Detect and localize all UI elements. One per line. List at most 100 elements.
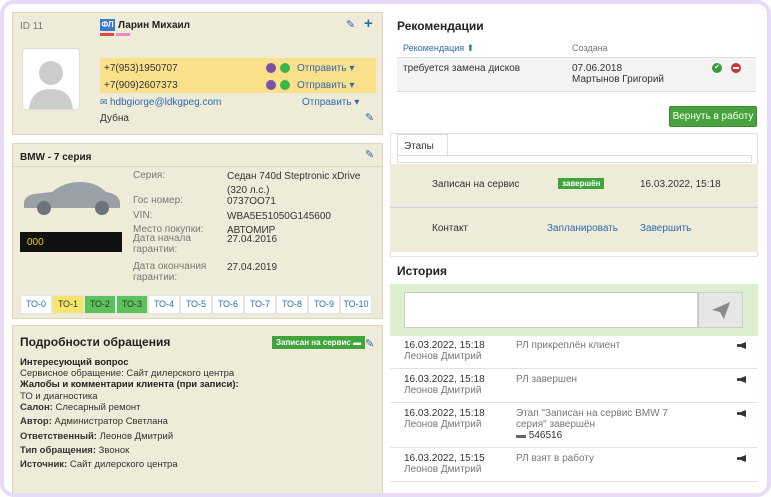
to-button[interactable]: ТО-1 <box>52 295 84 314</box>
recommendations-title: Рекомендации <box>397 19 484 33</box>
client-name[interactable]: Ларин Михаил <box>118 20 191 31</box>
field-label: VIN: <box>133 210 153 221</box>
to-button[interactable]: ТО-0 <box>20 295 52 314</box>
flag <box>100 33 114 36</box>
detail-row: Источник: Сайт дилерского центра <box>20 459 178 470</box>
car-card <box>12 143 383 319</box>
detail-value: Сайт дилерского центра <box>69 459 178 471</box>
rec-text: требуется замена дисков <box>403 63 521 74</box>
extra-text: 546516 <box>528 430 563 441</box>
comment-icon: ▬ <box>516 430 526 441</box>
add-icon[interactable]: + <box>364 15 373 32</box>
to-button[interactable]: ТО-3 <box>116 295 148 314</box>
detail-label: Тип обращения: <box>20 444 96 456</box>
flag <box>116 33 130 36</box>
field-label: Место покупки: <box>133 224 204 235</box>
field-label: Дата окончания гарантии: <box>133 261 207 283</box>
email-icon: ✉ <box>100 97 108 107</box>
edit-icon[interactable]: ✎ <box>365 149 375 161</box>
detail-row: Тип обращения: Звонок <box>20 445 129 456</box>
history-user: Леонов Дмитрий <box>404 351 482 362</box>
field-label: Гос номер: <box>133 195 183 206</box>
separator <box>12 166 383 167</box>
to-button[interactable]: ТО-7 <box>244 295 276 314</box>
to-button[interactable]: ТО-9 <box>308 295 340 314</box>
reject-icon[interactable] <box>731 63 741 73</box>
to-button[interactable]: ТО-8 <box>276 295 308 314</box>
send-icon <box>712 302 730 319</box>
history-date: 16.03.2022, 15:18 <box>404 408 485 419</box>
send-label: Отправить <box>297 63 347 74</box>
history-icon <box>737 455 746 462</box>
send-label: Отправить <box>297 80 347 91</box>
return-button[interactable]: Вернуть в работу <box>669 106 757 127</box>
column-header[interactable]: Рекомендация ⬆ <box>403 43 475 53</box>
phone[interactable]: +7(909)2607373 <box>104 80 178 91</box>
separator <box>390 447 758 448</box>
city: Дубна <box>100 113 129 124</box>
email-send[interactable]: Отправить ▾ <box>302 97 360 108</box>
column-text: Рекомендация <box>403 43 465 53</box>
field-value: 0737ОО71 <box>227 196 276 207</box>
detail-value: Слесарный ремонт <box>55 402 141 413</box>
edit-icon[interactable]: ✎ <box>346 19 356 31</box>
field-value: 27.04.2016 <box>227 234 278 245</box>
email[interactable]: hdbgiorge@ldkgpeg.com <box>110 97 222 108</box>
field-value: АВТОМИР <box>227 225 276 236</box>
history-date: 16.03.2022, 15:18 <box>404 340 485 351</box>
detail-label: Источник: <box>20 459 68 471</box>
history-date: 16.03.2022, 15:15 <box>404 453 485 464</box>
detail-label: Ответственный: <box>20 430 97 442</box>
history-event: Этап "Записан на сервис BMW 7 серия" зав… <box>516 408 668 430</box>
to-button[interactable]: ТО-6 <box>212 295 244 314</box>
stages-tab[interactable]: Этапы <box>397 134 448 156</box>
to-button[interactable]: ТО-5 <box>180 295 212 314</box>
detail-value: Звонок <box>98 444 130 456</box>
history-icon <box>737 376 746 383</box>
phones-band <box>100 58 376 93</box>
column-header: Создана <box>572 43 608 53</box>
question: Сервисное обращение: Сайт дилерского цен… <box>20 368 235 379</box>
plan-link[interactable]: Запланировать <box>547 223 618 234</box>
history-event: РЛ взят в работу <box>516 453 594 464</box>
car-image <box>24 182 120 215</box>
to-button[interactable]: ТО-10 <box>340 295 372 314</box>
send-button[interactable] <box>698 292 743 328</box>
separator <box>390 368 758 369</box>
finish-link[interactable]: Завершить <box>640 223 692 234</box>
history-event: РЛ прикреплён клиент <box>516 340 621 351</box>
whatsapp-icon <box>280 80 290 90</box>
stage-date: 16.03.2022, 15:18 <box>640 179 721 190</box>
history-date: 16.03.2022, 15:18 <box>404 374 485 385</box>
history-title: История <box>397 264 448 278</box>
avatar-icon <box>29 61 73 109</box>
separator <box>390 207 758 208</box>
field-value: Седан 740d Steptronic xDrive (320 л.с.) <box>227 171 361 196</box>
question-title: Интересующий вопрос <box>20 357 129 368</box>
phone[interactable]: +7(953)1950707 <box>104 63 178 74</box>
phone-send[interactable]: Отправить ▾ <box>297 63 355 74</box>
whatsapp-icon <box>280 63 290 73</box>
edit-icon[interactable]: ✎ <box>365 112 375 124</box>
field-value: 27.04.2019 <box>227 262 278 273</box>
phone-send[interactable]: Отправить ▾ <box>297 80 355 91</box>
table-header <box>397 40 756 58</box>
detail-value: Администратор Светлана <box>54 416 168 428</box>
plate-box: 000 <box>20 232 122 252</box>
detail-row: Салон: Слесарный ремонт <box>20 402 141 413</box>
client-id: ID 11 <box>20 21 44 32</box>
history-extra: ▬ 546516 <box>516 430 562 441</box>
edit-icon[interactable]: ✎ <box>365 338 375 350</box>
to-button[interactable]: ТО-4 <box>148 295 180 314</box>
detail-label: Автор: <box>20 416 52 428</box>
viber-icon <box>266 80 276 90</box>
comment-input[interactable] <box>404 292 698 328</box>
history-icon <box>737 342 746 349</box>
history-event: РЛ завершен <box>516 374 578 385</box>
status-text: Записан на сервис <box>276 338 351 347</box>
rec-author: Мартынов Григорий <box>572 74 665 85</box>
tab-body <box>397 155 752 163</box>
table-row <box>397 58 756 92</box>
accept-icon[interactable]: ✔ <box>712 63 722 73</box>
to-button[interactable]: ТО-2 <box>84 295 116 314</box>
